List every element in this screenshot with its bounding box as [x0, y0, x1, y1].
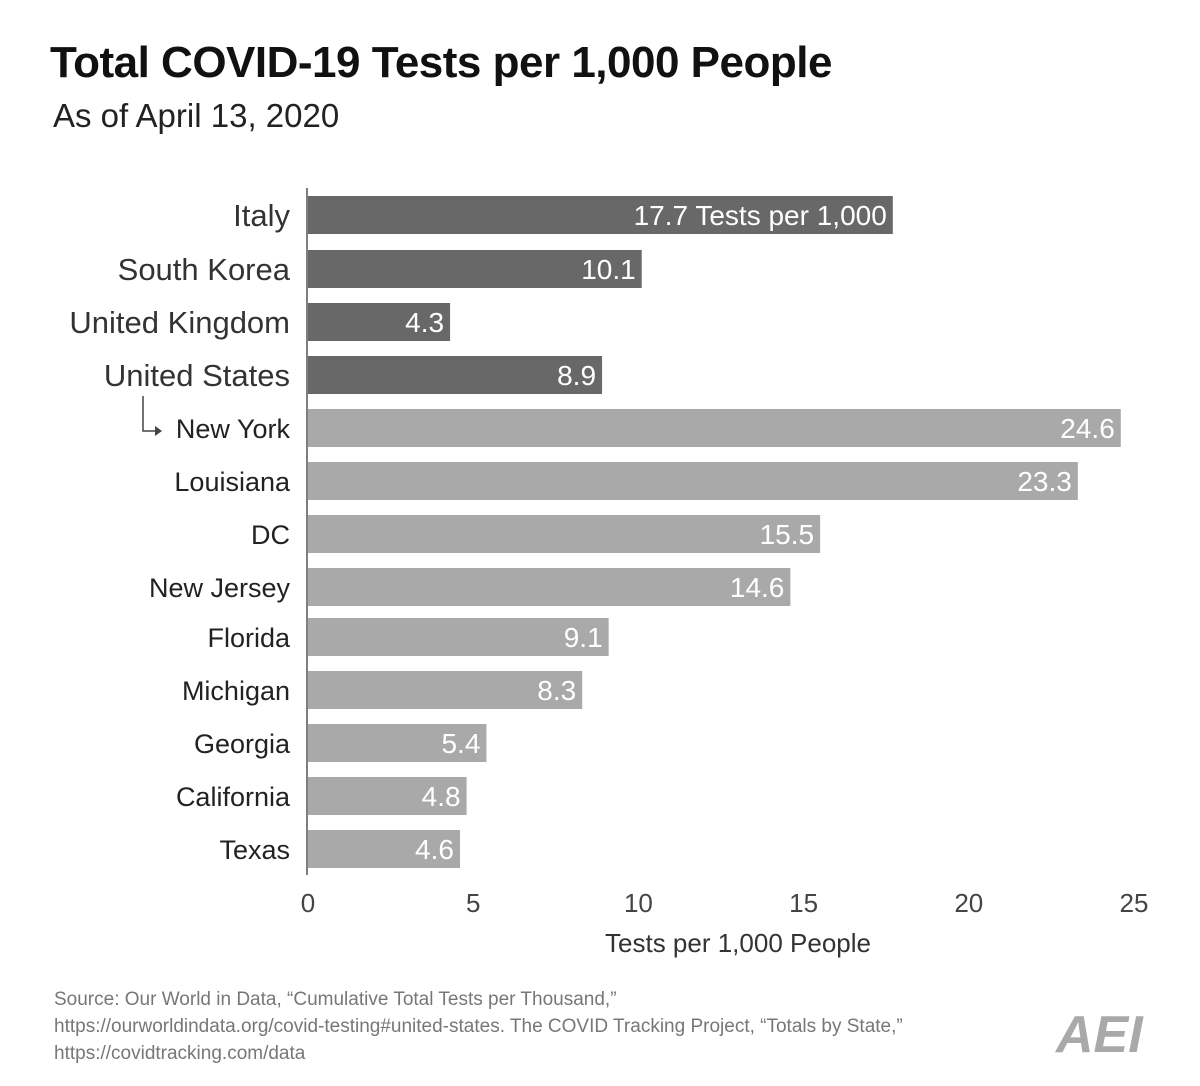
bar-texas [308, 830, 460, 868]
category-label-new-jersey: New Jersey [149, 573, 291, 603]
bar-new-jersey [308, 568, 791, 606]
bar-louisiana [308, 462, 1078, 500]
bar-united-states [308, 356, 603, 394]
x-tick-15: 15 [789, 888, 818, 918]
category-label-italy: Italy [233, 198, 290, 233]
x-tick-25: 25 [1120, 888, 1149, 918]
bar-new-york [308, 409, 1121, 447]
bar-california [308, 777, 467, 815]
category-label-florida: Florida [207, 623, 291, 653]
aei-logo: AEI [1054, 1006, 1144, 1062]
bars-layer: 17.7 Tests per 1,000 Italy 10.1 South Korea… [69, 196, 1121, 868]
x-tick-0: 0 [301, 888, 315, 918]
value-label-florida: 9.1 [564, 622, 603, 653]
category-label-michigan: Michigan [182, 676, 290, 706]
bar-south-korea [308, 250, 642, 288]
bar-dc [308, 515, 821, 553]
category-label-new-york: New York [176, 414, 291, 444]
category-label-texas: Texas [219, 835, 290, 865]
value-label-italy: 17.7 Tests per 1,000 [634, 200, 887, 231]
x-axis-label: Tests per 1,000 People [605, 928, 871, 958]
value-label-new-jersey: 14.6 [730, 572, 785, 603]
category-label-louisiana: Louisiana [174, 467, 291, 497]
value-label-california: 4.8 [422, 781, 461, 812]
aei-logo-text: AEI [1054, 1006, 1144, 1062]
category-label-georgia: Georgia [194, 729, 291, 759]
arrow-icon [142, 396, 157, 432]
category-label-california: California [176, 782, 291, 812]
value-label-united-kingdom: 4.3 [405, 307, 444, 338]
value-label-michigan: 8.3 [537, 675, 576, 706]
category-label-south-korea: South Korea [118, 252, 291, 287]
x-axis-ticks: 0 5 10 15 20 25 [301, 888, 1149, 918]
chart-subtitle: As of April 13, 2020 [53, 97, 340, 134]
category-label-dc: DC [251, 520, 290, 550]
x-tick-20: 20 [954, 888, 983, 918]
value-label-united-states: 8.9 [557, 360, 596, 391]
x-tick-10: 10 [624, 888, 653, 918]
value-label-texas: 4.6 [415, 834, 454, 865]
x-tick-5: 5 [466, 888, 480, 918]
bar-michigan [308, 671, 583, 709]
value-label-georgia: 5.4 [441, 728, 480, 759]
value-label-south-korea: 10.1 [581, 254, 636, 285]
bar-florida [308, 618, 609, 656]
source-line-3: https://covidtracking.com/data [54, 1043, 306, 1064]
value-label-dc: 15.5 [760, 519, 815, 550]
chart-title: Total COVID-19 Tests per 1,000 People [50, 38, 832, 87]
category-label-united-kingdom: United Kingdom [69, 305, 290, 340]
value-label-new-york: 24.6 [1060, 413, 1115, 444]
bar-united-kingdom [308, 303, 451, 341]
bar-georgia [308, 724, 487, 762]
source-line-1: Source: Our World in Data, “Cumulative T… [54, 989, 617, 1010]
source-note: Source: Our World in Data, “Cumulative T… [54, 986, 903, 1067]
category-label-united-states: United States [104, 358, 290, 393]
bar-italy [308, 196, 893, 234]
arrow-head-icon [155, 426, 162, 436]
source-line-2: https://ourworldindata.org/covid-testing… [54, 1016, 903, 1037]
value-label-louisiana: 23.3 [1017, 466, 1072, 497]
bar-chart: 17.7 Tests per 1,000 Italy 10.1 South Korea… [69, 188, 1149, 958]
